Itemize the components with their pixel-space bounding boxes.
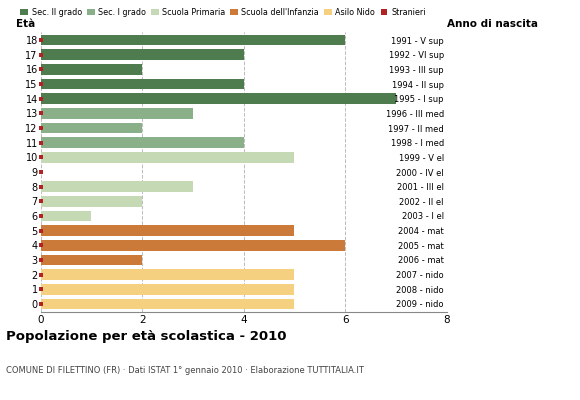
Bar xyxy=(41,196,142,206)
Text: Popolazione per età scolastica - 2010: Popolazione per età scolastica - 2010 xyxy=(6,330,287,343)
Text: Età: Età xyxy=(16,19,35,29)
Bar xyxy=(41,181,193,192)
Bar xyxy=(41,152,295,163)
Bar xyxy=(41,79,244,89)
Bar xyxy=(41,255,142,265)
Bar xyxy=(41,225,295,236)
Bar xyxy=(41,240,345,250)
Bar xyxy=(41,299,295,309)
Bar xyxy=(41,211,92,221)
Bar xyxy=(41,123,142,133)
Bar xyxy=(41,50,244,60)
Bar xyxy=(41,269,295,280)
Bar xyxy=(41,94,396,104)
Legend: Sec. II grado, Sec. I grado, Scuola Primaria, Scuola dell'Infanzia, Asilo Nido, : Sec. II grado, Sec. I grado, Scuola Prim… xyxy=(20,8,426,17)
Text: COMUNE DI FILETTINO (FR) · Dati ISTAT 1° gennaio 2010 · Elaborazione TUTTITALIA.: COMUNE DI FILETTINO (FR) · Dati ISTAT 1°… xyxy=(6,366,364,375)
Bar xyxy=(41,108,193,119)
Bar xyxy=(41,284,295,294)
Bar xyxy=(41,138,244,148)
Text: Anno di nascita: Anno di nascita xyxy=(447,19,538,29)
Bar xyxy=(41,35,345,45)
Bar xyxy=(41,64,142,75)
